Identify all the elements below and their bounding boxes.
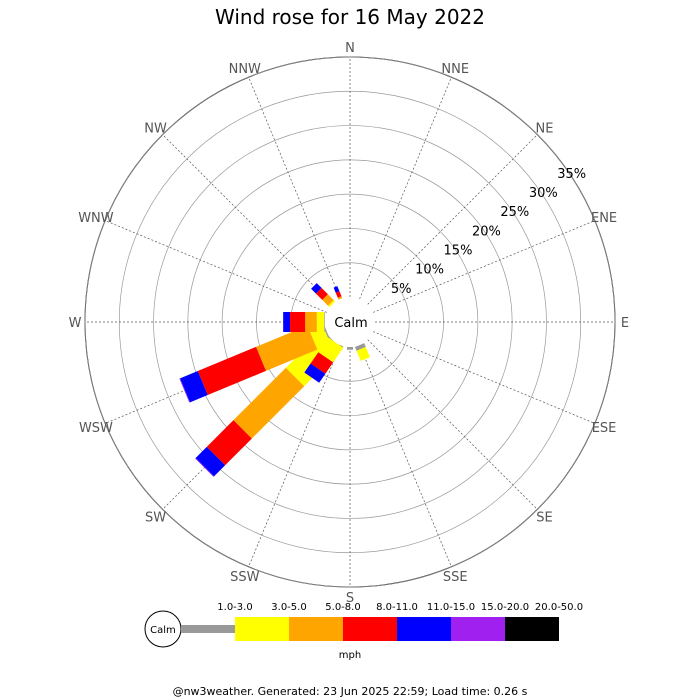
grid-ring — [153, 125, 547, 519]
calm-circle: Calm — [325, 297, 375, 347]
wind-bar-segment — [337, 296, 343, 300]
direction-label: SSE — [443, 570, 468, 585]
legend-units: mph — [339, 650, 361, 661]
grid-spoke — [372, 220, 595, 313]
direction-label: NNE — [441, 62, 469, 77]
legend-calm-label: Calm — [150, 625, 176, 636]
wind-bar-segment — [335, 291, 342, 298]
grid-spoke — [372, 331, 595, 424]
direction-label: NW — [144, 122, 167, 137]
legend-label: 11.0-15.0 — [427, 602, 475, 613]
wind-bar-segment — [318, 337, 344, 363]
legend-label: 8.0-11.0 — [376, 602, 418, 613]
direction-label: WNW — [78, 211, 114, 226]
direction-label: E — [621, 316, 629, 331]
direction-label: NNW — [229, 62, 261, 77]
wind-bar-segment — [256, 325, 318, 371]
wind-bar-segment — [324, 312, 325, 332]
grid-spoke — [162, 134, 333, 305]
legend-swatch — [451, 617, 505, 641]
wind-bar-segment — [197, 346, 266, 396]
direction-label: SE — [536, 510, 552, 525]
wind-bars — [179, 283, 370, 477]
legend-label: 3.0-5.0 — [271, 602, 306, 613]
legend-label: 1.0-3.0 — [217, 602, 252, 613]
legend-swatch — [505, 617, 559, 641]
calm-label: Calm — [334, 316, 367, 331]
wind-bar-segment — [304, 363, 326, 383]
legend-label: 15.0-20.0 — [481, 602, 529, 613]
grid-spoke — [248, 77, 341, 300]
direction-label: NE — [535, 122, 553, 137]
direction-label: SSW — [230, 570, 260, 585]
grid-ring — [84, 56, 616, 588]
wind-bar-segment — [316, 312, 325, 332]
wind-bar-segment — [311, 283, 322, 294]
wind-bar-segment — [179, 378, 190, 403]
grid-spoke — [359, 77, 452, 300]
ring-label: 30% — [529, 186, 558, 201]
wind-bar-segment — [305, 312, 317, 332]
grid-spoke — [248, 344, 341, 567]
direction-label: SW — [145, 510, 166, 525]
ring-label: 25% — [500, 205, 529, 220]
legend-swatch — [235, 617, 289, 641]
wind-bar-segment — [315, 287, 328, 300]
footer-text: @nw3weather. Generated: 23 Jun 2025 22:5… — [173, 685, 528, 698]
wind-bar-segment — [195, 446, 226, 477]
grid-spoke — [359, 344, 452, 567]
wind-bar-segment — [310, 352, 334, 374]
ring-label: 5% — [391, 282, 412, 297]
direction-label: ENE — [591, 211, 617, 226]
wind-bar-segment — [322, 294, 334, 306]
legend-swatch — [343, 617, 397, 641]
direction-labels: N NNE NE ENE E ESE SE SSE S SSW SW WSW W WNW NW NNW — [69, 41, 630, 606]
ring-label: 10% — [415, 263, 444, 278]
wind-bar-segment — [283, 312, 291, 332]
wind-bar-segment — [206, 420, 252, 466]
speed-legend: Calm 1.0-3.0 3.0-5.0 5.0-8.0 8.0-11.0 11.0-1… — [144, 602, 583, 648]
wind-bar-segment — [356, 346, 370, 361]
grid-ring — [221, 193, 479, 451]
direction-label: N — [345, 41, 355, 56]
legend-swatch — [397, 617, 451, 641]
wind-bar-segment — [195, 458, 214, 477]
direction-label: WSW — [79, 421, 113, 436]
ring-label: 20% — [472, 224, 501, 239]
wind-bar-segment — [354, 343, 366, 351]
legend-label: 5.0-8.0 — [325, 602, 360, 613]
direction-label: S — [346, 591, 354, 606]
wind-bar-segment — [328, 300, 336, 308]
direction-label: ESE — [592, 421, 617, 436]
legend-label: 20.0-50.0 — [535, 602, 583, 613]
grid-spoke — [367, 134, 538, 305]
grid-spoke — [105, 220, 328, 313]
ring-labels: 5%10%15% 20% 25%30% 35% — [391, 167, 586, 297]
chart-title: Wind rose for 16 May 2022 — [215, 5, 485, 29]
ring-label: 35% — [557, 167, 586, 182]
wind-bar-segment — [233, 367, 305, 439]
legend-swatch — [289, 617, 343, 641]
wind-bar-segment — [333, 286, 340, 293]
wind-bar-segment — [180, 370, 208, 403]
grid-spoke — [367, 339, 538, 510]
legend-swatch — [181, 625, 235, 633]
direction-label: W — [69, 316, 82, 331]
ring-label: 15% — [444, 244, 473, 259]
wind-bar-segment — [290, 312, 306, 332]
wind-bar-segment — [347, 347, 353, 350]
